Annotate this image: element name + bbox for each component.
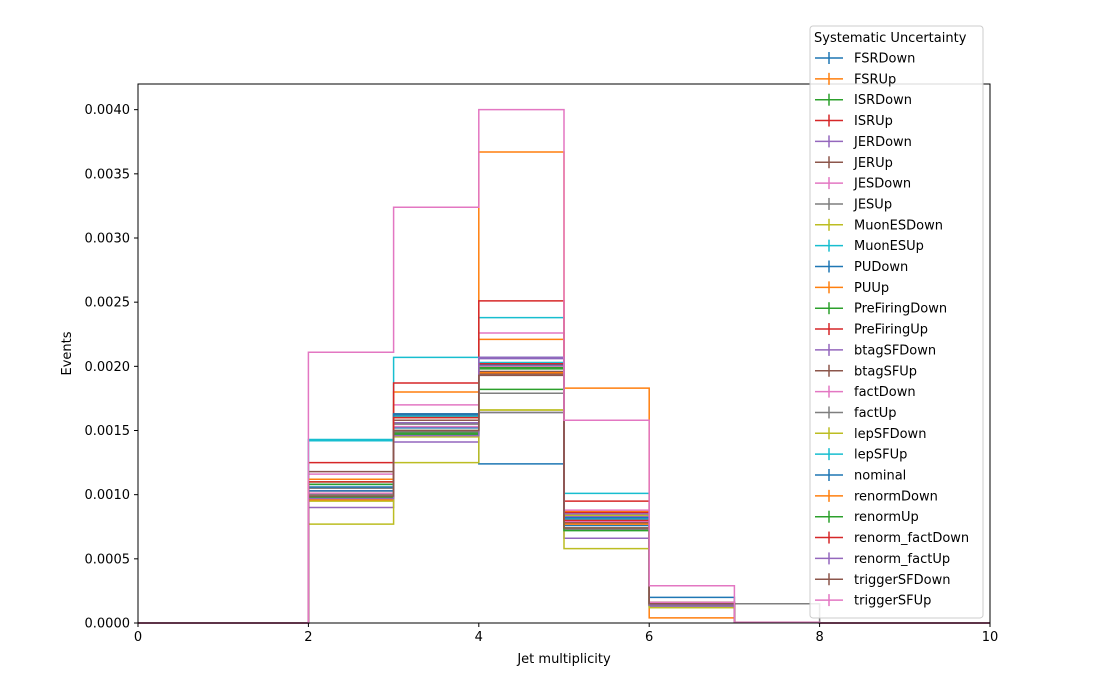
legend-item: ISRDown	[815, 93, 912, 108]
legend-label: PUUp	[854, 281, 889, 296]
y-tick-label: 0.0010	[85, 488, 131, 503]
y-tick-label: 0.0035	[85, 167, 131, 182]
x-tick-label: 0	[134, 630, 142, 645]
legend-item: factUp	[815, 406, 897, 421]
legend-label: nominal	[854, 469, 906, 484]
legend-label: FSRUp	[854, 72, 896, 87]
legend-label: factUp	[854, 406, 897, 421]
legend: Systematic Uncertainty FSRDown FSRUp ISRDo…	[809, 25, 984, 619]
legend-item: MuonESDown	[815, 218, 943, 233]
legend-label: renorm_factDown	[854, 531, 969, 546]
legend-label: ISRUp	[854, 114, 893, 129]
legend-label: JESDown	[853, 177, 911, 192]
legend-item: JESDown	[815, 177, 911, 192]
legend-label: MuonESUp	[854, 239, 924, 254]
legend-item: JESUp	[815, 197, 892, 212]
legend-item: PreFiringDown	[815, 302, 947, 317]
legend-title: Systematic Uncertainty	[814, 31, 967, 46]
plot-frame	[137, 83, 991, 624]
legend-item: FSRUp	[815, 72, 896, 87]
legend-item: btagSFDown	[815, 343, 936, 358]
legend-label: FSRDown	[854, 52, 915, 67]
legend-item: PUDown	[815, 260, 908, 275]
legend-label: renorm_factUp	[854, 552, 950, 567]
x-tick-label: 4	[475, 630, 483, 645]
legend-label: JERUp	[853, 156, 893, 171]
legend-label: renormDown	[854, 489, 938, 504]
legend-items: FSRDown FSRUp ISRDown ISRUp JERDown JERUp JESD…	[815, 52, 969, 609]
legend-label: lepSFDown	[854, 427, 926, 442]
legend-item: MuonESUp	[815, 239, 924, 254]
y-tick-label: 0.0000	[85, 617, 131, 632]
x-axis-label: Jet multiplicity	[516, 652, 611, 667]
legend-item: PreFiringUp	[815, 323, 928, 338]
series-layer	[138, 108, 990, 624]
legend-item: FSRDown	[815, 52, 915, 67]
legend-item: lepSFDown	[815, 427, 926, 442]
legend-label: PreFiringDown	[854, 302, 947, 317]
legend-item: factDown	[815, 385, 916, 400]
legend-label: PUDown	[854, 260, 908, 275]
y-tick-label: 0.0025	[85, 296, 131, 311]
legend-label: btagSFUp	[854, 364, 917, 379]
x-tick-label: 10	[982, 630, 999, 645]
legend-item: triggerSFDown	[815, 573, 950, 588]
legend-item: nominal	[815, 469, 906, 484]
x-tick-label: 8	[815, 630, 823, 645]
legend-item: btagSFUp	[815, 364, 917, 379]
legend-label: renormUp	[854, 510, 919, 525]
legend-label: triggerSFUp	[854, 594, 931, 609]
y-tick-label: 0.0030	[85, 232, 131, 247]
series-line-triggerSFUp	[138, 108, 990, 624]
x-tick-label: 6	[645, 630, 653, 645]
legend-item: JERDown	[815, 135, 912, 150]
legend-label: ISRDown	[854, 93, 912, 108]
legend-label: PreFiringUp	[854, 323, 928, 338]
y-axis: 0.0000 0.0005 0.0010 0.0015 0.0020 0.0025 0.00…	[85, 103, 138, 632]
legend-label: triggerSFDown	[854, 573, 950, 588]
legend-box	[809, 25, 984, 619]
legend-item: PUUp	[815, 281, 889, 296]
legend-label: JERDown	[853, 135, 912, 150]
legend-item: lepSFUp	[815, 448, 907, 463]
y-axis-label: Events	[60, 331, 75, 375]
legend-label: lepSFUp	[854, 448, 907, 463]
y-tick-label: 0.0040	[85, 103, 131, 118]
legend-item: JERUp	[815, 156, 893, 171]
legend-item: triggerSFUp	[815, 594, 931, 609]
legend-label: JESUp	[853, 197, 892, 212]
legend-item: renormDown	[815, 489, 938, 504]
y-tick-label: 0.0020	[85, 360, 131, 375]
legend-item: renorm_factUp	[815, 552, 950, 567]
legend-item: ISRUp	[815, 114, 893, 129]
legend-item: renorm_factDown	[815, 531, 969, 546]
y-tick-label: 0.0005	[85, 552, 131, 567]
x-axis: 0 2 4 6 8 10	[134, 623, 998, 645]
legend-label: btagSFDown	[854, 343, 936, 358]
y-tick-label: 0.0015	[85, 424, 131, 439]
legend-label: MuonESDown	[854, 218, 943, 233]
legend-item: renormUp	[815, 510, 919, 525]
x-tick-label: 2	[304, 630, 312, 645]
legend-label: factDown	[854, 385, 916, 400]
